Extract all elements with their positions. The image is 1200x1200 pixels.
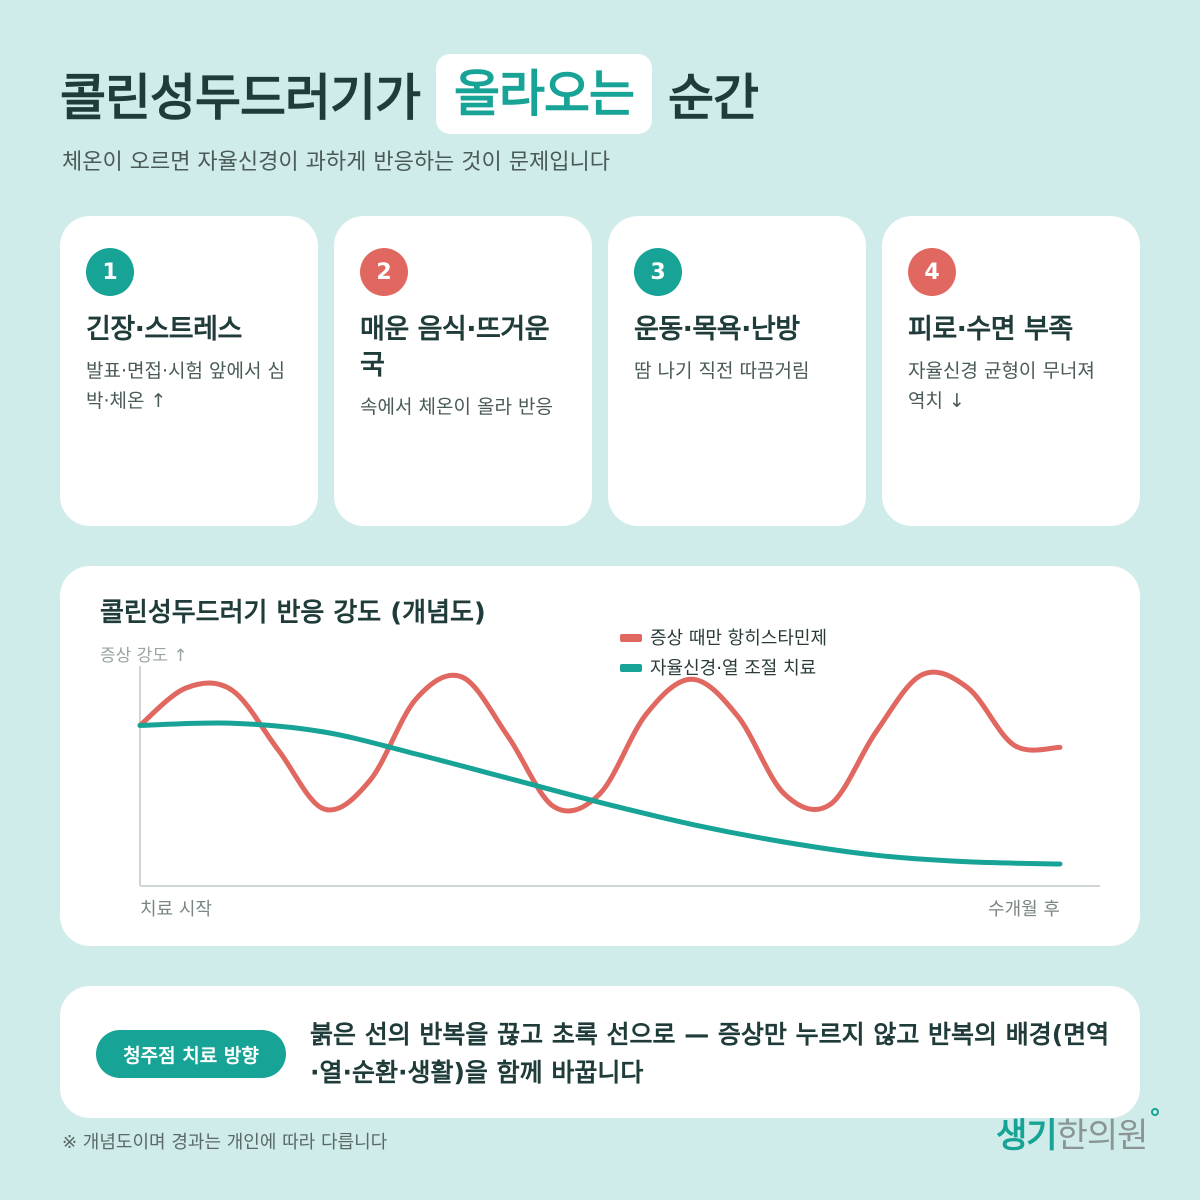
logo-part1: 생기 bbox=[996, 1116, 1058, 1156]
title-highlight: 올라오는 bbox=[436, 54, 652, 134]
trigger-desc: 발표·면접·시험 앞에서 심박·체온 ↑ bbox=[86, 360, 285, 412]
treatment-direction-card: 청주점 치료 방향 붉은 선의 반복을 끊고 초록 선으로 — 증상만 누르지 … bbox=[60, 986, 1140, 1118]
chart-card: 콜린성두드러기 반응 강도 (개념도) 증상 강도 ↑ 치료 시작 수개월 후 … bbox=[60, 566, 1140, 946]
series-line-2 bbox=[137, 720, 1063, 867]
x-start-label: 치료 시작 bbox=[140, 899, 212, 920]
line-chart: 증상 강도 ↑ 치료 시작 수개월 후 증상 때만 항히스타민제 자율신경·열 … bbox=[100, 628, 1100, 920]
trigger-number-badge: 1 bbox=[86, 248, 134, 296]
legend-swatch-2 bbox=[620, 664, 642, 672]
trigger-title: 긴장·스트레스 bbox=[86, 314, 242, 345]
chart-title: 콜린성두드러기 반응 강도 (개념도) bbox=[100, 598, 486, 628]
trigger-desc: 속에서 체온이 올라 반응 bbox=[360, 396, 553, 418]
trigger-card-4: 4 피로·수면 부족 자율신경 균형이 무너져 역치 ↓ bbox=[882, 216, 1140, 526]
treatment-direction-badge: 청주점 치료 방향 bbox=[96, 1030, 286, 1078]
logo-dot-icon bbox=[1151, 1108, 1160, 1116]
clinic-logo: 생기한의원 bbox=[996, 1108, 1160, 1157]
trigger-number-badge: 2 bbox=[360, 248, 408, 296]
trigger-card-3: 3 운동·목욕·난방 땀 나기 직전 따끔거림 bbox=[608, 216, 866, 526]
trigger-card-2: 2 매운 음식·뜨거운 국 속에서 체온이 올라 반응 bbox=[334, 216, 592, 526]
trigger-number-badge: 4 bbox=[908, 248, 956, 296]
treatment-direction-text: 붉은 선의 반복을 끊고 초록 선으로 — 증상만 누르지 않고 반복의 배경(… bbox=[310, 1020, 1110, 1087]
page-subtitle: 체온이 오르면 자율신경이 과하게 반응하는 것이 문제입니다 bbox=[62, 150, 610, 175]
x-end-label: 수개월 후 bbox=[988, 899, 1060, 920]
legend-label-2: 자율신경·열 조절 치료 bbox=[650, 658, 816, 679]
series-line-1 bbox=[137, 669, 1063, 814]
trigger-title: 피로·수면 부족 bbox=[908, 314, 1073, 345]
trigger-title: 매운 음식·뜨거운 국 bbox=[360, 314, 550, 381]
trigger-desc: 자율신경 균형이 무너져 역치 ↓ bbox=[908, 360, 1095, 412]
legend-label-1: 증상 때만 항히스타민제 bbox=[650, 628, 827, 649]
trigger-desc: 땀 나기 직전 따끔거림 bbox=[634, 360, 810, 382]
title-before: 콜린성두드러기가 bbox=[60, 69, 421, 127]
legend-swatch-1 bbox=[620, 634, 642, 642]
title-after: 순간 bbox=[668, 69, 759, 127]
footnote: ※ 개념도이며 경과는 개인에 따라 다릅니다 bbox=[62, 1132, 388, 1153]
page-title: 콜린성두드러기가 올라오는 순간 bbox=[60, 52, 759, 136]
trigger-number-badge: 3 bbox=[634, 248, 682, 296]
logo-part2: 한의원 bbox=[1056, 1116, 1149, 1156]
trigger-card-1: 1 긴장·스트레스 발표·면접·시험 앞에서 심박·체온 ↑ bbox=[60, 216, 318, 526]
trigger-title: 운동·목욕·난방 bbox=[634, 314, 800, 345]
y-axis-label: 증상 강도 ↑ bbox=[100, 646, 188, 666]
